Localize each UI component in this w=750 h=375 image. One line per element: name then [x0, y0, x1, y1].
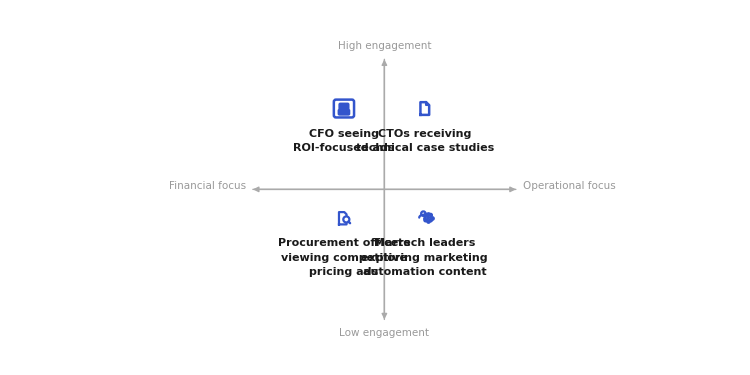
Text: High engagement: High engagement — [338, 41, 431, 51]
Text: Operational focus: Operational focus — [523, 182, 616, 192]
Text: CFO seeing
ROI-focused ads: CFO seeing ROI-focused ads — [293, 129, 394, 153]
Text: Procurement officers
viewing competitive
pricing ads: Procurement officers viewing competitive… — [278, 238, 410, 277]
Text: Low engagement: Low engagement — [339, 328, 429, 338]
Text: Martech leaders
exploring marketing
automation content: Martech leaders exploring marketing auto… — [362, 238, 488, 277]
FancyBboxPatch shape — [339, 104, 349, 109]
Text: Financial focus: Financial focus — [169, 182, 246, 192]
Circle shape — [427, 216, 429, 219]
Text: CTOs receiving
technical case studies: CTOs receiving technical case studies — [356, 129, 494, 153]
FancyBboxPatch shape — [338, 110, 350, 115]
Circle shape — [344, 216, 350, 222]
Circle shape — [425, 215, 430, 220]
